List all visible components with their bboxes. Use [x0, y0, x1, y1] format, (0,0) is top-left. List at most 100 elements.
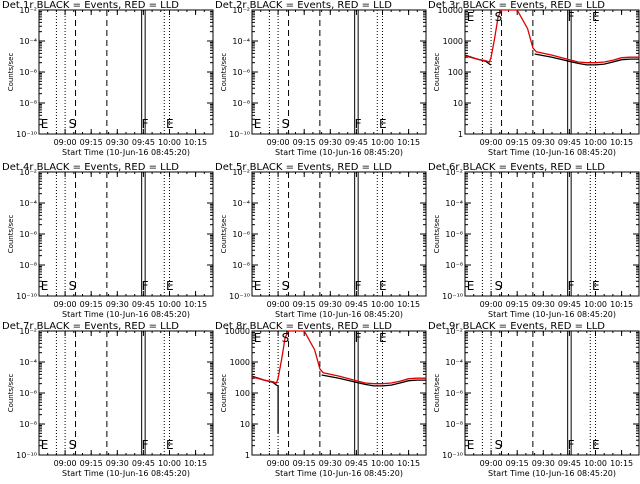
event-marker-label: E	[592, 438, 600, 452]
event-marker-label: E	[592, 279, 600, 293]
x-tick-label: 09:15	[506, 300, 529, 309]
y-tick-label: 10⁻⁸	[19, 261, 37, 270]
event-marker-label: F	[355, 279, 362, 293]
x-tick-label: 10:15	[610, 459, 633, 468]
x-tick-label: 09:00	[54, 300, 77, 309]
chart-title: Det 3r BLACK = Events, RED = LLD	[428, 0, 605, 11]
y-axis-label: Counts/sec	[433, 53, 441, 92]
y-tick-label: 10⁻⁸	[232, 99, 250, 108]
x-tick-label: 09:30	[319, 300, 342, 309]
x-tick-label: 10:00	[158, 459, 181, 468]
x-tick-label: 09:15	[80, 138, 103, 147]
y-axis-label: Counts/sec	[433, 215, 441, 254]
event-marker-label: E	[467, 438, 475, 452]
event-marker-label: S	[495, 10, 503, 24]
x-axis-label: Start Time (10-Jun-16 08:45:20)	[488, 310, 616, 319]
y-tick-label: 10⁻²	[445, 327, 463, 336]
x-tick-label: 10:00	[371, 138, 394, 147]
x-tick-label: 10:00	[584, 459, 607, 468]
y-tick-label: 10⁻⁴	[232, 199, 250, 208]
y-tick-label: 10⁻¹⁰	[442, 451, 463, 460]
y-axis-label: Counts/sec	[220, 53, 228, 92]
x-tick-label: 10:00	[584, 138, 607, 147]
series-line-events	[534, 53, 639, 66]
chart-title: Det 1r BLACK = Events, RED = LLD	[2, 0, 179, 11]
chart-title: Det 8r BLACK = Events, RED = LLD	[215, 321, 392, 332]
x-tick-label: 10:00	[371, 300, 394, 309]
event-marker-label: S	[69, 279, 77, 293]
x-tick-label: 09:45	[558, 459, 581, 468]
y-tick-label: 100	[235, 389, 250, 398]
y-tick-label: 10000	[438, 6, 463, 15]
x-tick-label: 09:45	[558, 300, 581, 309]
event-marker-label: S	[282, 279, 290, 293]
x-tick-label: 09:45	[345, 138, 368, 147]
y-tick-label: 10⁻⁸	[232, 261, 250, 270]
chart-panel-8: Det 8r BLACK = Events, RED = LLD 1 10 100 10…	[215, 321, 427, 478]
x-tick-label: 09:00	[480, 138, 503, 147]
series-line-events	[321, 374, 426, 387]
x-axis-label: Start Time (10-Jun-16 08:45:20)	[62, 469, 190, 478]
y-tick-label: 10⁻¹⁰	[16, 130, 37, 139]
y-tick-label: 10⁻⁴	[232, 37, 250, 46]
event-marker-label: F	[568, 10, 575, 24]
event-marker-label: S	[69, 117, 77, 131]
x-tick-label: 09:30	[532, 138, 555, 147]
x-tick-label: 09:30	[319, 459, 342, 468]
y-axis-label: Counts/sec	[7, 53, 15, 92]
chart-title: Det 4r BLACK = Events, RED = LLD	[2, 162, 179, 173]
x-tick-label: 09:15	[80, 300, 103, 309]
event-marker-label: S	[282, 117, 290, 131]
y-tick-label: 10⁻²	[232, 168, 250, 177]
y-tick-label: 10⁻¹⁰	[442, 292, 463, 301]
chart-panel-9: Det 9r BLACK = Events, RED = LLD 10⁻¹⁰ 10⁻…	[428, 321, 640, 478]
y-tick-label: 10⁻¹⁰	[229, 130, 250, 139]
x-axis-label: Start Time (10-Jun-16 08:45:20)	[488, 469, 616, 478]
y-tick-label: 10⁻¹⁰	[16, 292, 37, 301]
y-tick-label: 10⁻⁶	[232, 68, 250, 77]
x-tick-label: 10:15	[184, 459, 207, 468]
x-axis-label: Start Time (10-Jun-16 08:45:20)	[275, 469, 403, 478]
x-tick-label: 09:15	[293, 459, 316, 468]
x-tick-label: 09:15	[506, 138, 529, 147]
event-marker-label: E	[592, 10, 600, 24]
x-tick-label: 09:45	[345, 459, 368, 468]
y-tick-label: 10⁻⁸	[19, 99, 37, 108]
chart-panel-3: Det 3r BLACK = Events, RED = LLD 1 10 100 10…	[428, 0, 640, 157]
y-tick-label: 10⁻²	[232, 6, 250, 15]
x-axis-label: Start Time (10-Jun-16 08:45:20)	[62, 310, 190, 319]
chart-title: Det 6r BLACK = Events, RED = LLD	[428, 162, 605, 173]
y-tick-label: 1000	[443, 37, 463, 46]
x-tick-label: 10:15	[397, 300, 420, 309]
x-tick-label: 09:00	[480, 300, 503, 309]
event-marker-label: E	[41, 279, 49, 293]
series-line-events	[251, 375, 279, 434]
x-axis-label: Start Time (10-Jun-16 08:45:20)	[275, 148, 403, 157]
series-line-lld	[251, 330, 426, 385]
x-tick-label: 10:00	[371, 459, 394, 468]
x-tick-label: 09:15	[293, 300, 316, 309]
y-axis-label: Counts/sec	[433, 374, 441, 413]
x-tick-label: 09:45	[132, 138, 155, 147]
x-tick-label: 10:15	[610, 138, 633, 147]
y-tick-label: 10⁻⁴	[19, 199, 37, 208]
y-tick-label: 10⁻⁶	[19, 389, 37, 398]
event-marker-label: F	[568, 279, 575, 293]
y-axis-label: Counts/sec	[220, 374, 228, 413]
x-tick-label: 09:30	[532, 459, 555, 468]
event-marker-label: E	[467, 279, 475, 293]
event-marker-label: E	[379, 279, 387, 293]
chart-panel-1: Det 1r BLACK = Events, RED = LLD 10⁻¹⁰ 10⁻…	[2, 0, 214, 157]
y-tick-label: 10⁻⁶	[19, 230, 37, 239]
y-tick-label: 10⁻⁴	[19, 358, 37, 367]
y-tick-label: 10⁻⁸	[445, 261, 463, 270]
y-tick-label: 10⁻⁶	[445, 389, 463, 398]
event-marker-label: E	[166, 117, 174, 131]
chart-panel-4: Det 4r BLACK = Events, RED = LLD 10⁻¹⁰ 10⁻…	[2, 162, 214, 319]
chart-panel-7: Det 7r BLACK = Events, RED = LLD 10⁻¹⁰ 10⁻…	[2, 321, 214, 478]
y-tick-label: 10⁻²	[19, 168, 37, 177]
event-marker-label: E	[41, 117, 49, 131]
x-tick-label: 09:30	[532, 300, 555, 309]
chart-panel-6: Det 6r BLACK = Events, RED = LLD 10⁻¹⁰ 10⁻…	[428, 162, 640, 319]
y-tick-label: 10⁻²	[19, 6, 37, 15]
